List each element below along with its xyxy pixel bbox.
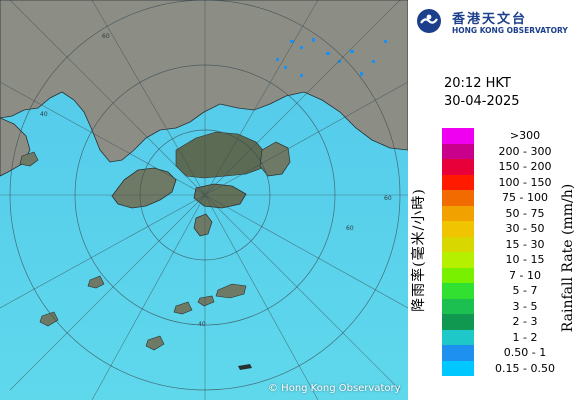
logo-name-cn: 香港天文台: [452, 12, 528, 27]
hko-logo-icon: [417, 9, 441, 33]
legend-title-cn: 降雨率(毫米/小時): [411, 188, 427, 312]
legend-row: 75 - 100: [442, 190, 572, 206]
legend-swatch: [442, 298, 474, 314]
legend-panel: 香港天文台 HONG KONG OBSERVATORY 20:12 HKT 30…: [408, 0, 577, 400]
legend-row: 5 - 7: [442, 283, 572, 299]
legend-swatch: [442, 174, 474, 190]
legend-swatch: [442, 236, 474, 252]
legend-label: 10 - 15: [505, 253, 545, 266]
legend-title-en: Rainfall Rate (mm/h): [560, 183, 576, 333]
island-south-3: [173, 301, 193, 315]
legend-label: 0.15 - 0.50: [495, 361, 555, 375]
legend-swatch: [442, 190, 474, 206]
legend-label: 7 - 10: [509, 268, 541, 282]
legend-row: 100 - 150: [442, 174, 572, 190]
legend-swatch: [442, 329, 474, 345]
island-south-5: [145, 335, 165, 351]
legend-row: 15 - 30: [442, 236, 572, 252]
legend-row: 200 - 300: [442, 143, 572, 159]
legend-row: 0.15 - 0.50: [442, 360, 572, 376]
logo-name-en: HONG KONG OBSERVATORY: [452, 26, 568, 35]
island-south-6: [87, 275, 105, 289]
legend-label: 2 - 3: [512, 315, 538, 328]
radial-lines: [0, 0, 408, 400]
legend-swatch: [442, 314, 474, 330]
legend-row: 2 - 3: [442, 314, 572, 330]
legend-label: 5 - 7: [512, 284, 538, 297]
legend-row: 0.50 - 1: [442, 345, 572, 361]
ring-label-1: 40: [40, 111, 48, 118]
legend-swatch: [442, 252, 474, 268]
legend-label: 15 - 30: [505, 237, 545, 251]
legend-label: 75 - 100: [502, 191, 548, 204]
legend-row: 10 - 15: [442, 252, 572, 268]
ring-label-5: 60: [346, 225, 354, 232]
legend-label: 150 - 200: [498, 160, 552, 173]
legend-swatch: [442, 267, 474, 283]
legend-label: 100 - 150: [498, 175, 552, 189]
island-south-4: [39, 311, 59, 327]
legend-swatch: [442, 283, 474, 299]
legend-swatch: [442, 360, 474, 376]
lantau-island: [111, 167, 177, 209]
sai-kung-peninsula: [259, 141, 291, 177]
island-west-1: [19, 151, 39, 167]
radar-map[interactable]: 40 60 60 40 60 © Hong Kong Observatory: [0, 0, 408, 400]
radar-map-canvas: 40 60 60 40 60: [0, 0, 408, 400]
ring-label-2: 60: [102, 33, 110, 40]
legend-label: 1 - 2: [512, 330, 538, 344]
mainland: [0, 0, 408, 163]
legend-swatch: [442, 345, 474, 361]
legend-swatch: [442, 159, 474, 175]
rain-echoes: [276, 38, 387, 77]
hong-kong-island: [193, 183, 247, 209]
legend-label: >300: [509, 129, 541, 142]
island-south-1: [215, 283, 247, 299]
legend-row: 150 - 200: [442, 159, 572, 175]
observation-date: 30-04-2025: [444, 94, 520, 109]
legend-row: 1 - 2: [442, 329, 572, 345]
observation-time: 20:12 HKT: [444, 76, 511, 91]
legend-row: 30 - 50: [442, 221, 572, 237]
legend-swatch: [442, 143, 474, 159]
island-far-south: [238, 364, 252, 370]
legend-row: 3 - 5: [442, 298, 572, 314]
legend-label: 30 - 50: [505, 222, 545, 235]
island-south-2: [197, 295, 215, 307]
copyright-text: © Hong Kong Observatory: [268, 383, 401, 394]
rainfall-legend: >300 200 - 300 150 - 200 100 - 150 75 - 100 5…: [442, 128, 572, 376]
legend-label: 0.50 - 1: [503, 346, 547, 359]
legend-swatch: [442, 128, 474, 144]
ring-label-3: 60: [384, 195, 392, 202]
legend-swatch: [442, 205, 474, 221]
lamma-island: [193, 213, 213, 237]
legend-row: 50 - 75: [442, 205, 572, 221]
legend-label: 3 - 5: [512, 299, 538, 313]
legend-label: 200 - 300: [498, 144, 552, 158]
legend-row: >300: [442, 128, 572, 144]
legend-row: 7 - 10: [442, 267, 572, 283]
legend-label: 50 - 75: [505, 206, 545, 220]
ring-label-4: 40: [198, 321, 206, 328]
observatory-logo: 香港天文台 HONG KONG OBSERVATORY: [416, 6, 576, 36]
legend-swatch: [442, 221, 474, 237]
